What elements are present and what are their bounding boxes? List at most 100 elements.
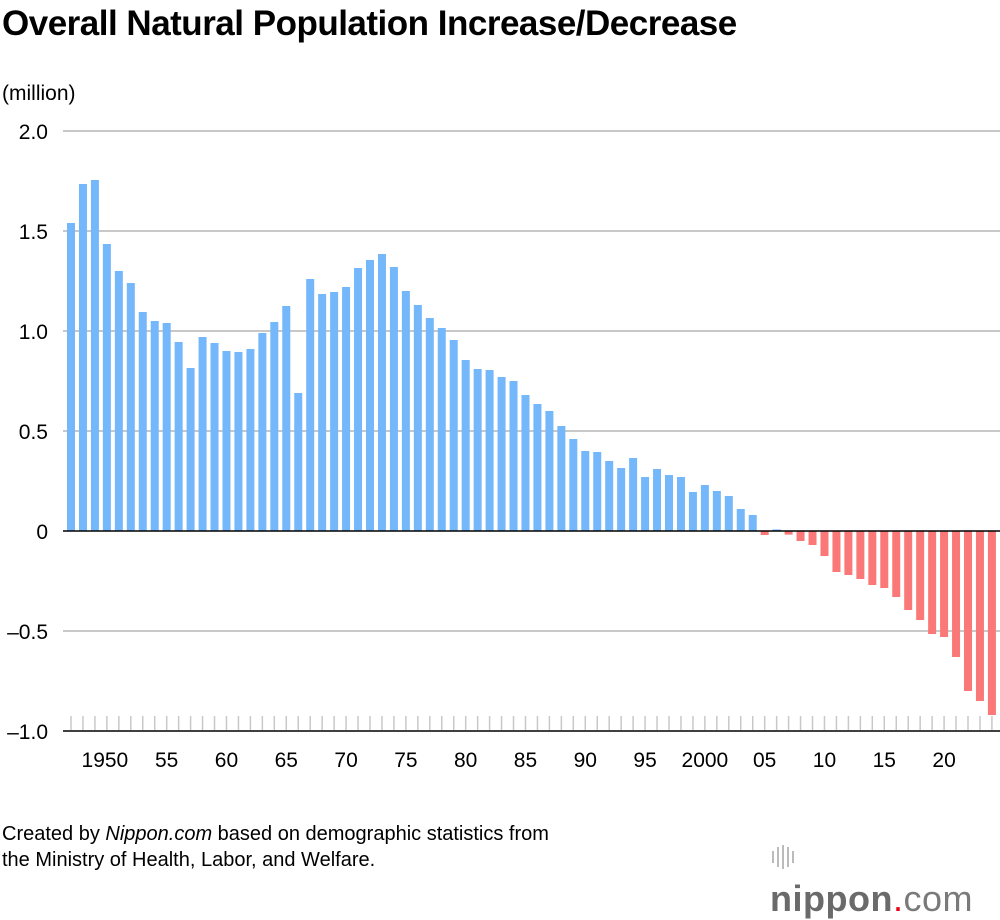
source-brand: Nippon.com	[105, 823, 213, 845]
bar-1953	[138, 312, 147, 531]
bar-2017	[904, 531, 913, 610]
y-axis-unit-label: (million)	[2, 82, 76, 105]
logo-text: nippon	[770, 878, 893, 919]
bar-1951	[114, 271, 123, 531]
x-tick-label: 05	[753, 749, 776, 772]
bar-2002	[724, 496, 733, 531]
bar-2021	[952, 531, 961, 657]
logo-dot: .	[892, 878, 904, 919]
bar-chart: 2.0 1.5 1.0 0.5 0 –0.5 –1.0 1950 55 60 65 70 75 80 85 9…	[7, 121, 1000, 772]
bar-1963	[258, 333, 267, 531]
bar-2003	[736, 509, 745, 531]
bar-1973	[377, 254, 386, 531]
x-tick-label: 1950	[82, 749, 129, 772]
nippon-logo: nippon.com	[770, 836, 1000, 920]
x-tick-label: 15	[873, 749, 896, 772]
bar-2006	[772, 529, 781, 531]
source-note: Created by Nippon.com based on demograph…	[2, 821, 549, 873]
bar-1990	[581, 451, 590, 531]
y-tick-label: 2.0	[19, 121, 48, 144]
bar-2004	[748, 515, 757, 531]
bar-1988	[557, 426, 566, 531]
bar-1957	[186, 368, 195, 531]
bar-1999	[688, 492, 697, 531]
bar-1958	[198, 337, 207, 531]
bar-1974	[389, 267, 398, 531]
x-tick-label: 85	[514, 749, 537, 772]
y-tick-label: –0.5	[7, 621, 48, 644]
bar-2016	[892, 531, 901, 597]
bar-1997	[665, 475, 673, 531]
x-tick-label: 60	[215, 749, 238, 772]
x-tick-label: 2000	[682, 749, 729, 772]
x-tick-label: 75	[394, 749, 417, 772]
bar-1983	[497, 377, 506, 531]
bar-1962	[246, 349, 255, 531]
bar-1969	[330, 292, 339, 531]
bar-1998	[676, 477, 685, 531]
x-tick-label: 55	[155, 749, 178, 772]
bar-1978	[437, 328, 446, 531]
bar-1971	[354, 268, 363, 531]
bar-2013	[856, 531, 865, 579]
bar-1976	[413, 305, 422, 531]
bar-1993	[617, 468, 626, 531]
bar-1994	[629, 458, 638, 531]
y-tick-label: 1.5	[19, 221, 48, 244]
bar-2008	[796, 531, 805, 541]
bar-1955	[162, 323, 171, 531]
x-tick-label: 80	[454, 749, 477, 772]
bar-1954	[150, 321, 159, 531]
bar-2012	[844, 531, 853, 575]
bar-2014	[868, 531, 877, 585]
x-tick-label: 20	[932, 749, 955, 772]
bar-2005	[760, 531, 769, 535]
bar-1986	[533, 404, 542, 531]
y-tick-label: 0	[36, 521, 48, 544]
bar-2018	[916, 531, 925, 620]
bar-1947	[67, 223, 75, 531]
bar-1984	[509, 381, 518, 531]
bar-2024	[987, 531, 996, 715]
bar-1985	[521, 395, 530, 531]
x-tick-label: 10	[813, 749, 836, 772]
bar-1959	[210, 343, 219, 531]
bar-1967	[306, 279, 315, 531]
bar-1966	[294, 393, 303, 531]
bar-1975	[401, 291, 410, 531]
bar-2022	[964, 531, 972, 691]
x-tick-label: 70	[334, 749, 357, 772]
bar-2023	[975, 531, 984, 701]
bar-1950	[102, 244, 111, 531]
x-tick-label: 90	[574, 749, 597, 772]
bar-1948	[78, 184, 87, 531]
bar-1992	[605, 461, 614, 531]
bar-2007	[784, 531, 793, 535]
bar-1961	[234, 352, 243, 531]
source-text: based on demographic statistics from	[212, 823, 549, 845]
y-tick-label: 0.5	[19, 421, 48, 444]
bar-1980	[461, 360, 470, 531]
bar-2009	[808, 531, 817, 545]
bar-1970	[342, 287, 351, 531]
bar-1977	[425, 318, 434, 531]
logo-suffix: com	[903, 878, 973, 919]
bar-2011	[832, 531, 841, 572]
bar-1949	[90, 180, 99, 531]
chart-title: Overall Natural Population Increase/Decr…	[2, 4, 737, 43]
bar-1952	[126, 283, 135, 531]
bar-2020	[940, 531, 949, 637]
bar-1960	[222, 351, 231, 531]
bar-2000	[700, 485, 709, 531]
x-tick-label: 95	[633, 749, 656, 772]
bar-1968	[318, 294, 327, 531]
bar-1964	[270, 322, 279, 531]
bar-1981	[473, 369, 482, 531]
bar-2001	[712, 491, 721, 531]
bar-1965	[282, 306, 291, 531]
source-text: Created by	[2, 823, 106, 845]
x-tick-label: 65	[275, 749, 298, 772]
bar-1956	[174, 342, 183, 531]
bar-1972	[366, 260, 374, 531]
bar-2010	[820, 531, 829, 556]
